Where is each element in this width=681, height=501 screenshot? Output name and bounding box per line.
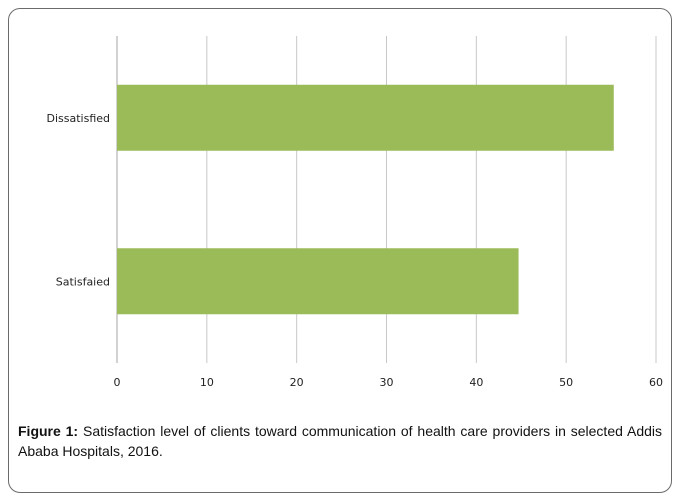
category-label-dissatisfied: Dissatisfied <box>46 112 110 125</box>
category-label-satisfaied: Satisfaied <box>56 275 110 288</box>
x-tick-label-0: 0 <box>114 376 121 389</box>
figure-caption: Figure 1: Satisfaction level of clients … <box>18 421 662 461</box>
x-tick-label-10: 10 <box>200 376 214 389</box>
bars <box>117 84 614 315</box>
x-tick-label-50: 50 <box>559 376 573 389</box>
x-tick-label-30: 30 <box>380 376 394 389</box>
x-tick-label-20: 20 <box>290 376 304 389</box>
bar-dissatisfied <box>117 84 614 151</box>
bar-chart: Dissatisfied Satisfaied 0 10 20 30 40 50 60 <box>46 36 664 389</box>
category-labels: Dissatisfied Satisfaied <box>46 112 110 289</box>
x-tick-label-60: 60 <box>649 376 663 389</box>
x-axis-ticks: 0 10 20 30 40 50 60 <box>114 376 664 389</box>
x-tick-label-40: 40 <box>469 376 483 389</box>
bar-satisfaied <box>117 248 519 315</box>
caption-lead: Figure 1: <box>18 423 79 439</box>
caption-text: Satisfaction level of clients toward com… <box>18 423 663 459</box>
